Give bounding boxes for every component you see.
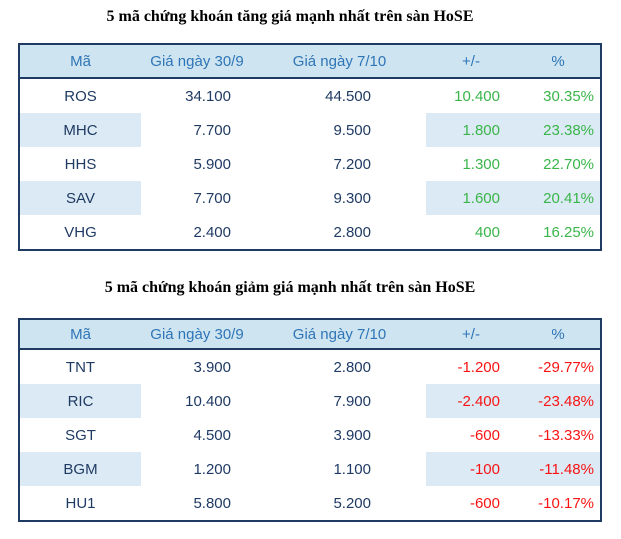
- percent-cell: 20.41%: [516, 181, 601, 215]
- price-30-9-cell: 2.400: [141, 215, 253, 250]
- percent-cell: -13.33%: [516, 418, 601, 452]
- col-header-price-30-9: Giá ngày 30/9: [141, 44, 253, 79]
- table-row: ROS 34.100 44.500 10.400 30.35%: [19, 78, 601, 113]
- change-cell: 1.600: [426, 181, 516, 215]
- stock-code-cell: HU1: [19, 486, 141, 521]
- col-header-code: Mã: [19, 44, 141, 79]
- stock-code-cell: HHS: [19, 147, 141, 181]
- price-30-9-cell: 5.900: [141, 147, 253, 181]
- losers-table: Mã Giá ngày 30/9 Giá ngày 7/10 +/- % TNT…: [18, 318, 602, 522]
- col-header-price-7-10: Giá ngày 7/10: [253, 44, 426, 79]
- percent-cell: -11.48%: [516, 452, 601, 486]
- price-30-9-cell: 5.800: [141, 486, 253, 521]
- percent-cell: 23.38%: [516, 113, 601, 147]
- change-cell: 10.400: [426, 78, 516, 113]
- price-30-9-cell: 34.100: [141, 78, 253, 113]
- stock-code-cell: BGM: [19, 452, 141, 486]
- table-row: MHC 7.700 9.500 1.800 23.38%: [19, 113, 601, 147]
- gainers-table-title: 5 mã chứng khoán tăng giá mạnh nhất trên…: [106, 8, 474, 25]
- change-cell: 1.800: [426, 113, 516, 147]
- price-30-9-cell: 10.400: [141, 384, 253, 418]
- col-header-percent: %: [516, 319, 601, 350]
- col-header-change: +/-: [426, 44, 516, 79]
- price-7-10-cell: 7.900: [253, 384, 426, 418]
- price-7-10-cell: 3.900: [253, 418, 426, 452]
- losers-table-title: 5 mã chứng khoán giảm giá mạnh nhất trên…: [104, 279, 476, 296]
- col-header-code: Mã: [19, 319, 141, 350]
- stock-code-cell: SGT: [19, 418, 141, 452]
- price-30-9-cell: 7.700: [141, 113, 253, 147]
- stock-code-cell: SAV: [19, 181, 141, 215]
- table-row: RIC 10.400 7.900 -2.400 -23.48%: [19, 384, 601, 418]
- gainers-table: Mã Giá ngày 30/9 Giá ngày 7/10 +/- % ROS…: [18, 43, 602, 251]
- price-7-10-cell: 9.300: [253, 181, 426, 215]
- gainers-header-row: Mã Giá ngày 30/9 Giá ngày 7/10 +/- %: [19, 44, 601, 79]
- price-7-10-cell: 5.200: [253, 486, 426, 521]
- change-cell: -600: [426, 418, 516, 452]
- percent-cell: -23.48%: [516, 384, 601, 418]
- price-30-9-cell: 1.200: [141, 452, 253, 486]
- price-7-10-cell: 2.800: [253, 349, 426, 384]
- stock-code-cell: VHG: [19, 215, 141, 250]
- col-header-percent: %: [516, 44, 601, 79]
- table-row: HU1 5.800 5.200 -600 -10.17%: [19, 486, 601, 521]
- price-30-9-cell: 3.900: [141, 349, 253, 384]
- price-7-10-cell: 9.500: [253, 113, 426, 147]
- change-cell: -2.400: [426, 384, 516, 418]
- price-7-10-cell: 7.200: [253, 147, 426, 181]
- price-30-9-cell: 4.500: [141, 418, 253, 452]
- change-cell: -100: [426, 452, 516, 486]
- stock-code-cell: RIC: [19, 384, 141, 418]
- stock-code-cell: ROS: [19, 78, 141, 113]
- table-row: HHS 5.900 7.200 1.300 22.70%: [19, 147, 601, 181]
- percent-cell: 16.25%: [516, 215, 601, 250]
- table-row: SAV 7.700 9.300 1.600 20.41%: [19, 181, 601, 215]
- stock-code-cell: TNT: [19, 349, 141, 384]
- price-30-9-cell: 7.700: [141, 181, 253, 215]
- price-7-10-cell: 1.100: [253, 452, 426, 486]
- col-header-change: +/-: [426, 319, 516, 350]
- col-header-price-7-10: Giá ngày 7/10: [253, 319, 426, 350]
- change-cell: 400: [426, 215, 516, 250]
- table-row: TNT 3.900 2.800 -1.200 -29.77%: [19, 349, 601, 384]
- percent-cell: 22.70%: [516, 147, 601, 181]
- percent-cell: 30.35%: [516, 78, 601, 113]
- change-cell: 1.300: [426, 147, 516, 181]
- stock-code-cell: MHC: [19, 113, 141, 147]
- losers-header-row: Mã Giá ngày 30/9 Giá ngày 7/10 +/- %: [19, 319, 601, 350]
- table-row: VHG 2.400 2.800 400 16.25%: [19, 215, 601, 250]
- price-7-10-cell: 2.800: [253, 215, 426, 250]
- table-row: BGM 1.200 1.100 -100 -11.48%: [19, 452, 601, 486]
- percent-cell: -10.17%: [516, 486, 601, 521]
- percent-cell: -29.77%: [516, 349, 601, 384]
- col-header-price-30-9: Giá ngày 30/9: [141, 319, 253, 350]
- table-row: SGT 4.500 3.900 -600 -13.33%: [19, 418, 601, 452]
- price-7-10-cell: 44.500: [253, 78, 426, 113]
- change-cell: -1.200: [426, 349, 516, 384]
- change-cell: -600: [426, 486, 516, 521]
